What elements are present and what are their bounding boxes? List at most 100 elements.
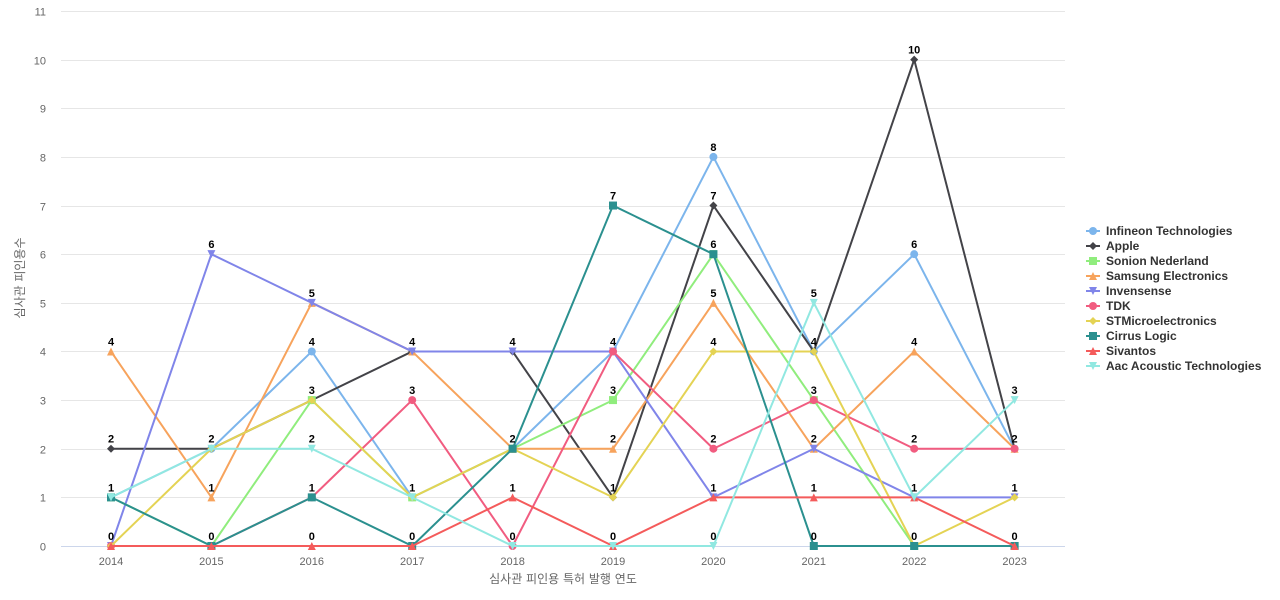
data-point — [408, 347, 417, 356]
x-tick-label: 2017 — [400, 556, 424, 568]
data-label: 2 — [610, 434, 616, 446]
series-line — [110, 301, 1016, 547]
y-tick-label: 6 — [40, 250, 46, 262]
data-point — [809, 347, 818, 356]
data-point — [1010, 542, 1019, 550]
legend-marker — [1089, 332, 1097, 340]
data-label: 0 — [309, 531, 315, 543]
data-label: 2 — [911, 434, 917, 446]
data-point — [910, 444, 919, 453]
legend-marker — [1089, 362, 1097, 370]
data-label: 1 — [1012, 482, 1018, 494]
data-label: 4 — [911, 336, 918, 348]
data-label: 0 — [208, 531, 214, 543]
data-label: 5 — [811, 288, 817, 300]
data-point — [207, 444, 216, 453]
legend-marker — [1089, 317, 1097, 325]
data-point — [1010, 396, 1019, 405]
legend-item[interactable]: Sivantos — [1086, 344, 1156, 358]
legend-label: Infineon Technologies — [1106, 224, 1233, 238]
series-line — [110, 350, 1016, 547]
legend-marker — [1089, 347, 1097, 355]
data-point — [609, 201, 617, 210]
data-point — [910, 250, 919, 259]
data-point — [709, 201, 718, 210]
legend-item[interactable]: Cirrus Logic — [1086, 329, 1177, 343]
legend-marker — [1089, 227, 1097, 235]
data-point — [910, 347, 919, 356]
data-label: 2 — [811, 434, 817, 446]
x-tick-label: 2015 — [199, 556, 223, 568]
legend-label: Sivantos — [1106, 344, 1156, 358]
data-label: 7 — [710, 191, 716, 203]
legend-item[interactable]: Apple — [1086, 239, 1140, 253]
data-label: 3 — [409, 385, 415, 397]
data-point — [609, 444, 617, 453]
data-label: 0 — [1012, 531, 1018, 543]
y-tick-label: 0 — [40, 542, 46, 554]
data-label: 4 — [610, 336, 617, 348]
data-label: 0 — [610, 531, 616, 543]
data-point — [207, 542, 216, 550]
series-line — [110, 204, 1016, 547]
legend-item[interactable]: TDK — [1086, 299, 1131, 313]
legend-item[interactable]: Infineon Technologies — [1086, 224, 1233, 238]
x-tick-label: 2022 — [902, 556, 926, 568]
x-tick-label: 2023 — [1002, 556, 1026, 568]
data-label: 2 — [309, 434, 315, 446]
data-point — [508, 444, 517, 453]
legend-label: Aac Acoustic Technologies — [1106, 359, 1262, 373]
legend-item[interactable]: Samsung Electronics — [1086, 269, 1228, 283]
legend-marker — [1089, 302, 1097, 310]
data-point — [107, 347, 115, 356]
legend-marker — [1089, 242, 1097, 250]
data-label: 1 — [710, 482, 716, 494]
data-point — [709, 250, 718, 259]
y-tick-label: 11 — [35, 7, 46, 19]
data-point — [809, 542, 818, 550]
data-label: 1 — [811, 482, 817, 494]
series-line — [110, 253, 1016, 547]
legend-item[interactable]: Aac Acoustic Technologies — [1086, 359, 1262, 373]
data-labels: 4210621054321043104210743210876542105432… — [108, 45, 1018, 543]
legend-item[interactable]: STMicroelectronics — [1086, 314, 1217, 328]
y-tick-label: 2 — [40, 445, 46, 457]
data-point — [1010, 444, 1019, 453]
data-label: 1 — [208, 482, 214, 494]
data-label: 6 — [710, 239, 716, 251]
data-label: 4 — [309, 336, 316, 348]
legend-label: Apple — [1106, 239, 1140, 253]
x-axis-title: 심사관 피인용 특허 발행 연도 — [489, 571, 637, 586]
x-tick-label: 2014 — [99, 556, 123, 568]
data-label: 2 — [208, 434, 214, 446]
legend-marker — [1089, 287, 1097, 295]
data-label: 6 — [911, 239, 917, 251]
data-point — [207, 493, 216, 502]
data-point — [307, 493, 316, 502]
legend-item[interactable]: Invensense — [1086, 284, 1172, 298]
data-point — [307, 542, 316, 550]
data-label: 4 — [710, 336, 717, 348]
y-tick-label: 1 — [40, 493, 46, 505]
x-tick-label: 2020 — [701, 556, 725, 568]
data-point — [809, 396, 818, 405]
data-label: 8 — [710, 142, 716, 154]
data-point — [910, 542, 919, 550]
data-point — [709, 347, 718, 356]
data-label: 3 — [309, 385, 315, 397]
data-point — [910, 493, 919, 502]
data-point — [709, 493, 718, 502]
data-point — [709, 152, 718, 161]
data-point — [709, 542, 718, 550]
data-label: 1 — [108, 482, 114, 494]
y-tick-label: 7 — [40, 202, 46, 214]
data-label: 2 — [510, 434, 516, 446]
data-point — [609, 493, 617, 502]
data-point — [307, 298, 316, 307]
legend-item[interactable]: Sonion Nederland — [1086, 254, 1209, 268]
y-tick-label: 10 — [34, 56, 46, 68]
data-point — [609, 347, 617, 356]
data-label: 5 — [710, 288, 716, 300]
data-label: 2 — [108, 434, 114, 446]
